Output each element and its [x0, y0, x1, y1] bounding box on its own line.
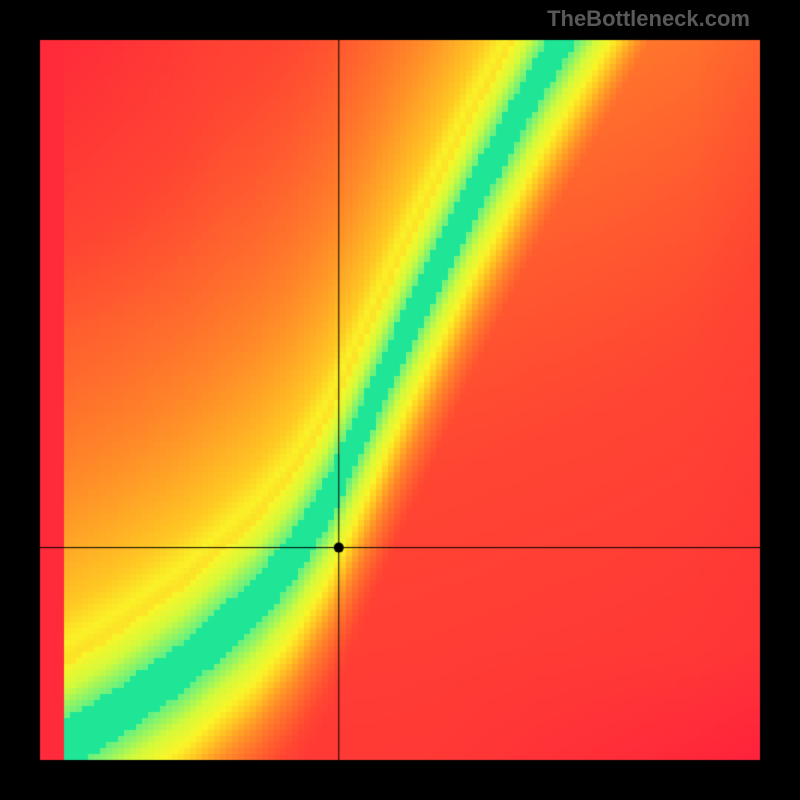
bottleneck-heatmap [0, 0, 800, 800]
